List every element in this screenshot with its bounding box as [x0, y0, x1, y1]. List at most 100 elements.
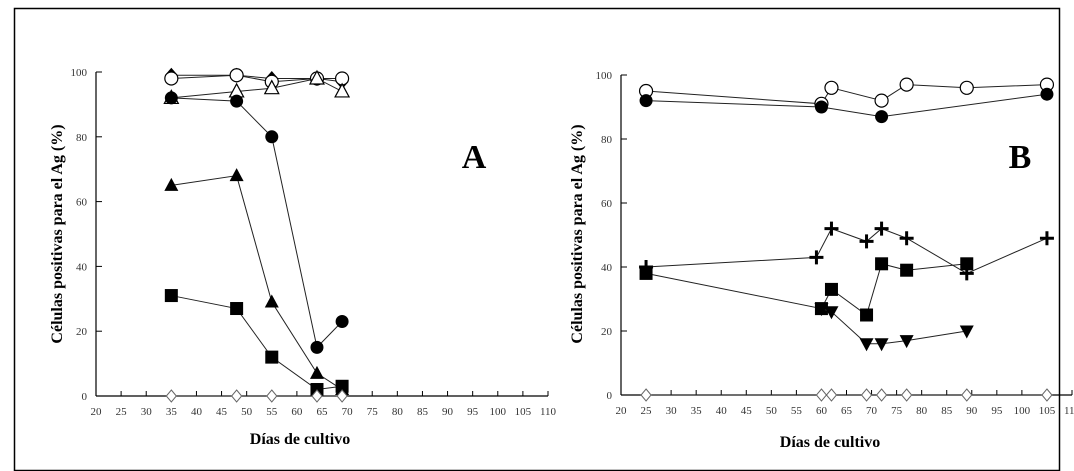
panel-a-xtick-label: 55	[266, 406, 278, 418]
panel-a-series-filled-square-point	[265, 350, 279, 364]
panel-a-xtick-label: 100	[490, 406, 507, 418]
panel-b-xtick-label: 105	[1039, 405, 1056, 417]
panel-b-xtick-label: 75	[891, 405, 903, 417]
panel-a-xtick-label: 105	[515, 406, 532, 418]
panel-b-series-open-diamond-point	[900, 388, 913, 402]
panel-b-ytick-label: 80	[601, 134, 613, 146]
panel-a-ytick-label: 20	[76, 326, 88, 338]
panel-b-series-plus-point-glyph	[1039, 231, 1054, 246]
panel-b-series-plus-point	[824, 221, 839, 236]
panel-b-series-filled-circle	[639, 87, 1054, 124]
panel-a-series-open-triangle-point	[308, 69, 325, 85]
panel-b-xtick-label: 65	[841, 405, 853, 417]
panel-b-series-open-diamond-point	[1041, 388, 1053, 402]
panel-a-xtick-label: 45	[216, 406, 228, 418]
panel-a-series-filled-square-point	[230, 302, 244, 316]
panel-a-series-open-circle-point	[164, 71, 179, 86]
panel-a: A Células positivas para el Ag (%) Días …	[49, 67, 557, 448]
panel-a-ytick-label: 60	[76, 197, 88, 209]
panel-a-series-open-circle-point	[229, 68, 244, 83]
panel-a-xtick-label: 85	[417, 406, 429, 418]
panel-a-xtick-label: 95	[467, 406, 479, 418]
panel-b-xtick-label: 30	[666, 405, 678, 417]
panel-a-xtick-label: 75	[367, 406, 379, 418]
panel-a-series-filled-circle	[164, 91, 349, 354]
panel-b-xtick-label: 45	[741, 405, 753, 417]
panel-b-series-filled-square-point	[900, 263, 914, 277]
panel-a-xtick-label: 80	[392, 406, 404, 418]
panel-b-series-plus-point	[859, 234, 874, 249]
panel-a-series-filled-square-point	[164, 289, 178, 303]
panel-a-ylabel: Células positivas para el Ag (%)	[49, 124, 66, 343]
panel-b-xtick-label: 35	[691, 405, 703, 417]
panel-b-xtick-label: 55	[791, 405, 803, 417]
panel-a-xtick-label: 65	[317, 406, 329, 418]
panel-a-series-filled-circle-point	[164, 91, 178, 105]
panel-b-series-filled-circle-point	[1040, 87, 1054, 101]
panel-b-series-open-diamond-point	[815, 388, 828, 402]
panel-b-series-plus-point	[1039, 231, 1054, 246]
panel-b-series-open-diamond-point	[825, 388, 838, 402]
panel-b-series-open-circle-point	[959, 80, 974, 95]
panel-b-series-open-diamond-point	[875, 388, 888, 402]
panel-b-xtick-label: 100	[1014, 405, 1031, 417]
panel-b-series-plus-point-glyph	[874, 221, 889, 236]
panel-a-series-open-diamond-point	[266, 389, 278, 403]
panel-a-xtick-label: 30	[141, 406, 153, 418]
panel-a-series-open-triangle-point	[263, 79, 280, 95]
panel-b-series-filled-circle-point	[814, 100, 828, 114]
panel-b-xtick-label: 40	[716, 405, 728, 417]
panel-a-series-filled-triangle-point	[164, 177, 179, 191]
panel-a-series-filled-circle-point	[335, 314, 349, 328]
panel-a-series-filled-triangle-point	[264, 294, 279, 308]
panel-b-xtick-label: 20	[616, 405, 628, 417]
panel-a-series-open-triangle-point	[334, 82, 351, 98]
panel-b-series-filled-circle-point	[639, 94, 653, 108]
panel-b-series-plus-point-glyph	[809, 250, 824, 265]
panel-b-letter: B	[1009, 139, 1032, 176]
panel-b-series-filled-square-point	[824, 282, 838, 296]
panel-a-xtick-label: 70	[342, 406, 354, 418]
panel-b-series-filled-circle-point	[875, 110, 889, 124]
panel-a-series-filled-square	[164, 289, 349, 397]
panel-b-series-filled-circle-line	[646, 93, 1048, 118]
panel-a-series-open-diamond-point	[230, 389, 243, 403]
panel-b-series-filled-down-triangle	[814, 303, 974, 352]
panel-b-xtick-label: 110	[1064, 405, 1074, 417]
panel-a-ytick-label: 100	[71, 67, 88, 79]
panel-b-ytick-label: 100	[596, 70, 613, 82]
panel-b: B Células positivas para el Ag (%) Días …	[569, 70, 1074, 451]
panel-b-series-filled-square-point	[639, 266, 653, 280]
panel-b-series-plus-point-glyph	[824, 221, 839, 236]
panel-a-series-filled-triangle-point	[309, 365, 324, 379]
panel-b-ylabel: Células positivas para el Ag (%)	[569, 124, 586, 343]
panel-b-series-plus-point	[899, 231, 914, 246]
panel-a-series-filled-circle-point	[265, 130, 279, 144]
panel-b-series-open-circle-point	[874, 93, 889, 108]
panel-a-series-open-diamond	[165, 389, 348, 403]
panel-a-series-filled-square-point	[335, 379, 349, 393]
panel-b-ytick-label: 40	[601, 262, 613, 274]
panel-b-xtick-label: 50	[766, 405, 778, 417]
panel-a-xtick-label: 90	[442, 406, 454, 418]
panel-b-series-plus-point	[809, 250, 824, 265]
panel-a-series-open-diamond-point	[311, 389, 323, 403]
panel-a-xtick-label: 110	[540, 406, 557, 418]
panel-a-xtick-label: 40	[191, 406, 203, 418]
panel-b-xtick-label: 70	[866, 405, 878, 417]
panel-b-series-filled-down-triangle-point	[899, 335, 914, 349]
panel-b-ytick-label: 60	[601, 198, 613, 210]
panel-b-series-open-circle-point	[899, 77, 914, 92]
panel-b-series-open-diamond-point	[860, 388, 873, 402]
panel-b-xtick-label: 80	[916, 405, 928, 417]
panel-a-xtick-label: 20	[91, 406, 103, 418]
panel-b-ytick-label: 20	[601, 326, 613, 338]
panel-a-xtick-label: 25	[116, 406, 128, 418]
panel-a-series-open-diamond-point	[336, 389, 348, 403]
panel-a-ytick-label: 0	[82, 391, 88, 403]
panel-b-series-plus-point-glyph	[899, 231, 914, 246]
panel-b-series-plus-line	[646, 227, 1048, 274]
panel-a-series-filled-circle-point	[230, 94, 244, 108]
panel-b-xtick-label: 90	[966, 405, 978, 417]
